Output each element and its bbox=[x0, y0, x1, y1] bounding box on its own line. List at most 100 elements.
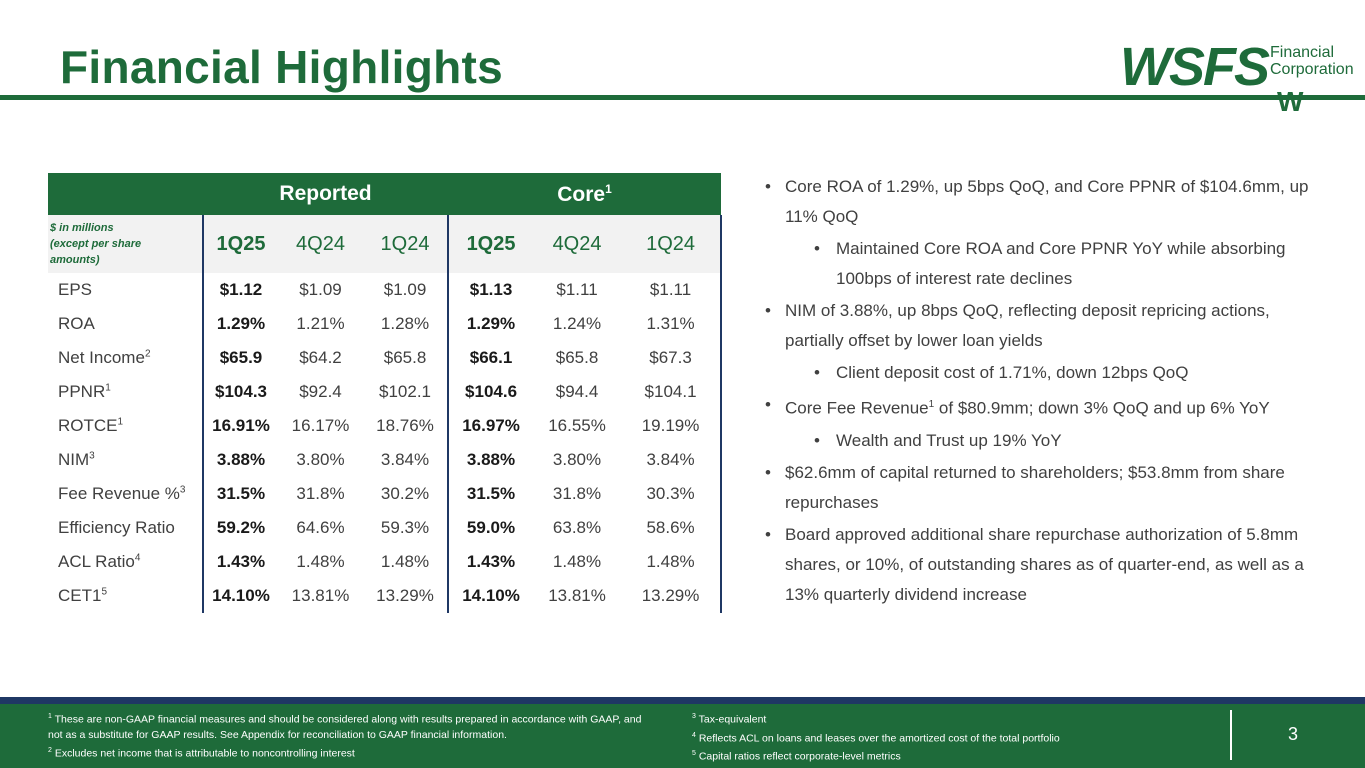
table-cell: $104.6 bbox=[465, 382, 518, 401]
table-row: ACL Ratio4 1.43% 1.48% 1.48% 1.43% 1.48% 1.48% bbox=[48, 545, 723, 579]
logo-subtitle: Financial Corporation bbox=[1270, 44, 1354, 78]
table-cell: 1.29% bbox=[216, 314, 266, 333]
footer: 1 These are non-GAAP financial measures … bbox=[0, 704, 1365, 768]
period-header: 1Q24 bbox=[621, 215, 723, 273]
table-cell: 31.5% bbox=[466, 484, 516, 503]
footnotes-right: 3 Tax-equivalent 4 Reflects ACL on loans… bbox=[692, 713, 1060, 763]
period-header: 4Q24 bbox=[278, 215, 363, 273]
table-cell: 16.17% bbox=[291, 416, 350, 435]
table-row: CET15 14.10% 13.81% 13.29% 14.10% 13.81% 13.29… bbox=[48, 579, 723, 613]
table-cell: 16.91% bbox=[212, 416, 270, 435]
table-cell: $1.11 bbox=[621, 273, 723, 307]
table-cell: 3.84% bbox=[621, 443, 723, 477]
table-cell: 16.55% bbox=[548, 416, 606, 435]
table-cell: 1.48% bbox=[363, 545, 450, 579]
table-cell: 1.43% bbox=[216, 552, 266, 571]
table-cell: 14.10% bbox=[212, 586, 270, 605]
table-cell: 1.43% bbox=[466, 552, 516, 571]
table-cell: 1.24% bbox=[552, 314, 602, 333]
row-label: EPS bbox=[48, 273, 204, 307]
table-cell: 13.81% bbox=[548, 586, 606, 605]
row-label: ROTCE1 bbox=[48, 409, 204, 443]
table-cell: $66.1 bbox=[469, 348, 513, 367]
period-header: 1Q25 bbox=[203, 215, 278, 273]
row-label: PPNR1 bbox=[48, 375, 204, 409]
logo-brand: WSFS bbox=[1120, 37, 1270, 97]
list-item: $62.6mm of capital returned to sharehold… bbox=[762, 458, 1322, 518]
page-title: Financial Highlights bbox=[60, 41, 504, 93]
table-cell: 31.5% bbox=[216, 484, 266, 503]
row-label: NIM3 bbox=[48, 443, 204, 477]
table-cell: 3.88% bbox=[216, 450, 266, 469]
footnotes-left: 1 These are non-GAAP financial measures … bbox=[48, 713, 642, 759]
table-cell: $65.8 bbox=[555, 348, 599, 367]
row-label: CET15 bbox=[48, 579, 204, 613]
table-cell: 18.76% bbox=[363, 409, 450, 443]
table-cell: 13.81% bbox=[291, 586, 350, 605]
table-cell: $102.1 bbox=[363, 375, 450, 409]
table-cell: 3.88% bbox=[466, 450, 516, 469]
table-cell: 1.48% bbox=[552, 552, 602, 571]
table-cell: 59.0% bbox=[466, 518, 516, 537]
table-cell: $67.3 bbox=[621, 341, 723, 375]
footnote-4: Reflects ACL on loans and leases over th… bbox=[698, 732, 1060, 744]
table-row: NIM3 3.88% 3.80% 3.84% 3.88% 3.80% 3.84% bbox=[48, 443, 723, 477]
table-cell: 3.80% bbox=[296, 450, 345, 469]
table-row: PPNR1 $104.3 $92.4 $102.1 $104.6 $94.4 $104.1 bbox=[48, 375, 723, 409]
table-row: Efficiency Ratio 59.2% 64.6% 59.3% 59.0% 63.8… bbox=[48, 511, 723, 545]
table-cell: $94.4 bbox=[555, 382, 599, 401]
table-row: ROTCE1 16.91% 16.17% 18.76% 16.97% 16.55% 19.1… bbox=[48, 409, 723, 443]
table-cell: $65.9 bbox=[219, 348, 263, 367]
row-label: ACL Ratio4 bbox=[48, 545, 204, 579]
table-group-header: Reported Core1 bbox=[48, 173, 722, 215]
company-logo: WSFS Financial Corporation W bbox=[1115, 37, 1355, 118]
table-cell: 3.84% bbox=[363, 443, 450, 477]
table-cell: $1.11 bbox=[556, 280, 598, 299]
reported-header: Reported bbox=[203, 173, 449, 215]
table-cell: 13.29% bbox=[363, 579, 450, 613]
table-cell: 59.2% bbox=[216, 518, 266, 537]
period-header: 1Q25 bbox=[448, 215, 534, 273]
table-cell: 1.48% bbox=[621, 545, 723, 579]
table-cell: 31.8% bbox=[552, 484, 602, 503]
table-cell: $1.12 bbox=[219, 280, 263, 299]
table-row: Fee Revenue %3 31.5% 31.8% 30.2% 31.5% 31.8% 3… bbox=[48, 477, 723, 511]
list-item: Maintained Core ROA and Core PPNR YoY wh… bbox=[762, 234, 1322, 294]
row-label: Fee Revenue %3 bbox=[48, 477, 204, 511]
page-number-divider bbox=[1230, 710, 1232, 760]
table-cell: $104.3 bbox=[215, 382, 267, 401]
footer-accent-bar bbox=[0, 697, 1365, 704]
table-cell: $64.2 bbox=[299, 348, 342, 367]
table-row: Net Income2 $65.9 $64.2 $65.8 $66.1 $65.8 $67.… bbox=[48, 341, 723, 375]
row-label: ROA bbox=[48, 307, 204, 341]
table-cell: 64.6% bbox=[296, 518, 345, 537]
page-number: 3 bbox=[1288, 724, 1299, 744]
footnote-5: Capital ratios reflect corporate-level m… bbox=[698, 750, 901, 763]
list-item: Core Fee Revenue1 of $80.9mm; down 3% Qo… bbox=[762, 390, 1322, 424]
table-row: EPS $1.12 $1.09 $1.09 $1.13 $1.11 $1.11 bbox=[48, 273, 723, 307]
table-cell: 30.2% bbox=[363, 477, 450, 511]
row-label: Net Income2 bbox=[48, 341, 204, 375]
table-cell: 1.29% bbox=[466, 314, 516, 333]
table-cell: $104.1 bbox=[621, 375, 723, 409]
footnote-2: Excludes net income that is attributable… bbox=[54, 747, 355, 759]
list-item: Client deposit cost of 1.71%, down 12bps… bbox=[762, 358, 1322, 388]
list-item: Core ROA of 1.29%, up 5bps QoQ, and Core… bbox=[762, 172, 1322, 232]
list-item: Board approved additional share repurcha… bbox=[762, 520, 1322, 610]
table-cell: 3.80% bbox=[552, 450, 602, 469]
table-cell: $1.09 bbox=[363, 273, 450, 307]
logo-mark: W bbox=[1277, 86, 1304, 117]
financial-highlights-table: Reported Core1 $ in millions (except per … bbox=[48, 173, 723, 613]
table-cell: 59.3% bbox=[363, 511, 450, 545]
highlights-list: Core ROA of 1.29%, up 5bps QoQ, and Core… bbox=[762, 172, 1322, 612]
units-label: $ in millions (except per share amounts) bbox=[48, 215, 204, 273]
footnote-1: These are non-GAAP financial measures an… bbox=[48, 713, 642, 741]
table-cell: 1.28% bbox=[363, 307, 450, 341]
table-cell: 1.31% bbox=[621, 307, 723, 341]
table-cell: 16.97% bbox=[462, 416, 520, 435]
table-cell: 13.29% bbox=[621, 579, 723, 613]
list-item: NIM of 3.88%, up 8bps QoQ, reflecting de… bbox=[762, 296, 1322, 356]
table-cell: $65.8 bbox=[363, 341, 450, 375]
table-cell: 31.8% bbox=[296, 484, 345, 503]
table-cell: $1.09 bbox=[299, 280, 342, 299]
